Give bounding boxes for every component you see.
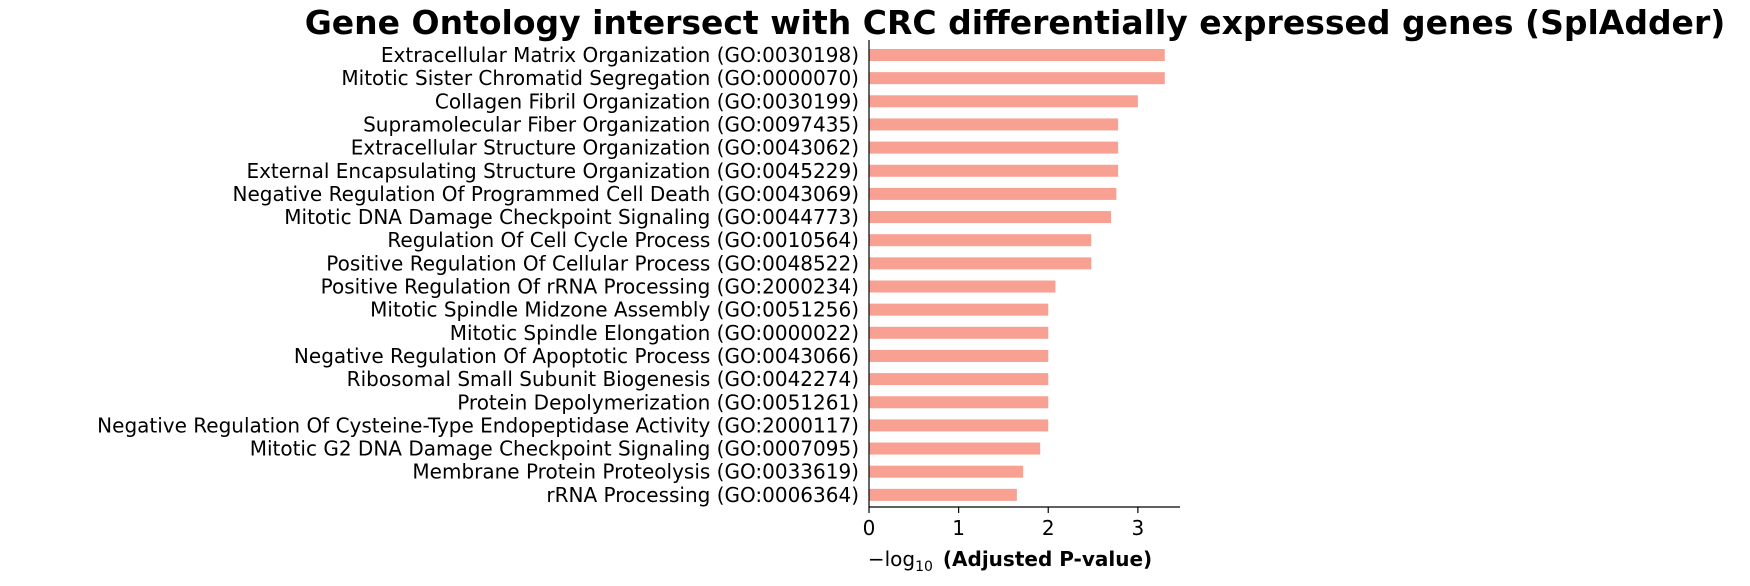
chart-title: Gene Ontology intersect with CRC differe… bbox=[305, 3, 1726, 42]
category-label: Extracellular Matrix Organization (GO:00… bbox=[381, 43, 859, 67]
bar bbox=[869, 396, 1049, 409]
category-label: Regulation Of Cell Cycle Process (GO:001… bbox=[387, 228, 859, 252]
category-label: Membrane Protein Proteolysis (GO:0033619… bbox=[412, 460, 859, 484]
category-label: Protein Depolymerization (GO:0051261) bbox=[457, 390, 859, 414]
bar bbox=[869, 465, 1024, 478]
category-label: Positive Regulation Of rRNA Processing (… bbox=[321, 275, 859, 299]
category-label: Negative Regulation Of Apoptotic Process… bbox=[294, 344, 859, 368]
bar bbox=[869, 95, 1138, 108]
category-label: Ribosomal Small Subunit Biogenesis (GO:0… bbox=[347, 367, 859, 391]
bar bbox=[869, 488, 1017, 501]
x-axis-label-subscript: 10 bbox=[915, 559, 933, 575]
bar bbox=[869, 442, 1041, 455]
category-label: Collagen Fibril Organization (GO:0030199… bbox=[435, 89, 859, 113]
category-label: Mitotic DNA Damage Checkpoint Signaling … bbox=[284, 205, 859, 229]
x-axis-ticks: 0 1 2 3 bbox=[863, 507, 1145, 540]
x-axis-label: −log10 (Adjusted P-value) bbox=[868, 547, 1152, 575]
category-label: Supramolecular Fiber Organization (GO:00… bbox=[363, 112, 859, 136]
category-labels: Extracellular Matrix Organization (GO:00… bbox=[97, 43, 859, 507]
category-label: Negative Regulation Of Programmed Cell D… bbox=[232, 182, 859, 206]
bar bbox=[869, 280, 1056, 293]
bar bbox=[869, 72, 1165, 85]
category-label: Positive Regulation Of Cellular Process … bbox=[326, 251, 859, 275]
x-tick-label: 0 bbox=[863, 516, 876, 540]
x-axis-label-prefix: −log bbox=[868, 547, 915, 571]
bar bbox=[869, 349, 1049, 362]
x-tick-label: 2 bbox=[1042, 516, 1055, 540]
bar bbox=[869, 303, 1049, 316]
category-label: Mitotic Sister Chromatid Segregation (GO… bbox=[341, 66, 859, 90]
bar bbox=[869, 419, 1049, 432]
bar bbox=[869, 49, 1165, 61]
category-label: External Encapsulating Structure Organiz… bbox=[246, 159, 859, 183]
bar bbox=[869, 234, 1092, 247]
bar bbox=[869, 211, 1111, 224]
x-tick-label: 3 bbox=[1132, 516, 1145, 540]
bar bbox=[869, 326, 1049, 339]
category-label: Mitotic Spindle Elongation (GO:0000022) bbox=[450, 321, 859, 345]
category-label: Mitotic Spindle Midzone Assembly (GO:005… bbox=[370, 298, 859, 322]
x-tick-label: 1 bbox=[952, 516, 965, 540]
x-axis-label-main: (Adjusted P-value) bbox=[943, 547, 1152, 571]
category-label: rRNA Processing (GO:0006364) bbox=[546, 483, 859, 507]
bar bbox=[869, 373, 1049, 386]
category-label: Mitotic G2 DNA Damage Checkpoint Signali… bbox=[250, 437, 859, 461]
bar bbox=[869, 118, 1119, 131]
category-label: Extracellular Structure Organization (GO… bbox=[351, 136, 859, 160]
bar bbox=[869, 164, 1119, 177]
category-label: Negative Regulation Of Cysteine-Type End… bbox=[97, 413, 859, 437]
bar bbox=[869, 141, 1119, 154]
bar bbox=[869, 257, 1092, 270]
bar bbox=[869, 187, 1117, 200]
bars-layer bbox=[869, 49, 1165, 501]
